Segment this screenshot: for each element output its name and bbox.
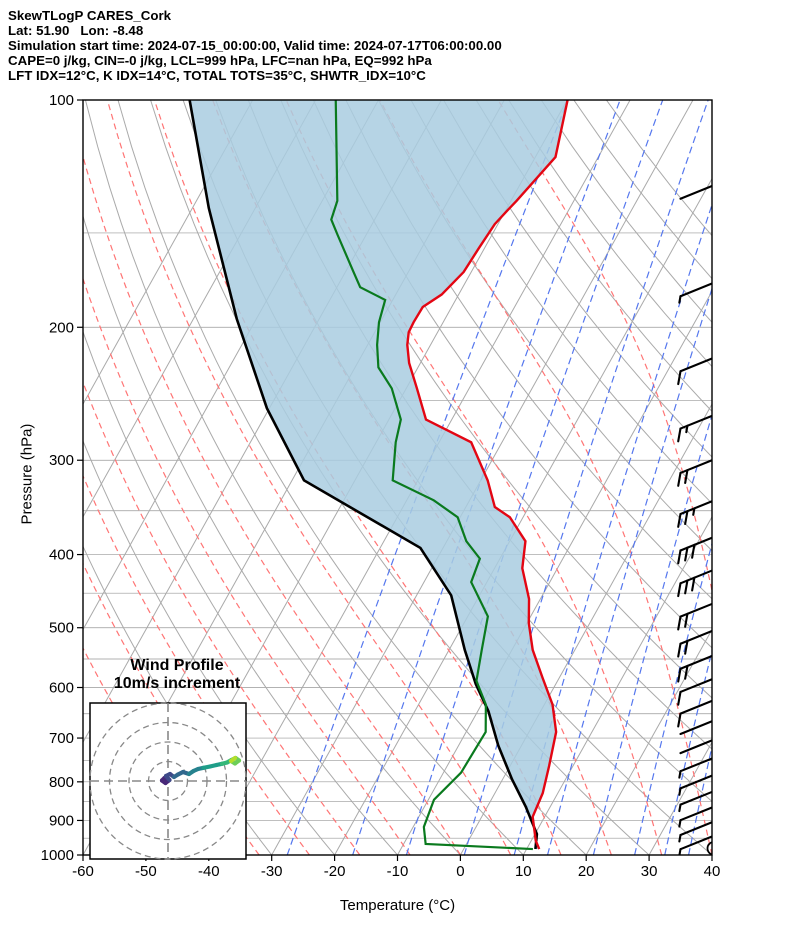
svg-text:-50: -50 (135, 863, 157, 880)
svg-text:900: 900 (49, 812, 74, 829)
svg-text:200: 200 (49, 319, 74, 336)
svg-text:500: 500 (49, 620, 74, 637)
svg-text:300: 300 (49, 452, 74, 469)
svg-text:700: 700 (49, 730, 74, 747)
svg-text:100: 100 (49, 92, 74, 109)
svg-text:-20: -20 (324, 863, 346, 880)
svg-text:400: 400 (49, 547, 74, 564)
svg-text:30: 30 (641, 863, 658, 880)
svg-text:-40: -40 (198, 863, 220, 880)
svg-text:-30: -30 (261, 863, 283, 880)
svg-text:20: 20 (578, 863, 595, 880)
svg-text:1000: 1000 (41, 847, 74, 864)
svg-text:40: 40 (704, 863, 721, 880)
svg-text:-60: -60 (72, 863, 94, 880)
svg-text:600: 600 (49, 680, 74, 697)
svg-text:-10: -10 (387, 863, 409, 880)
svg-text:0: 0 (456, 863, 464, 880)
svg-text:10: 10 (515, 863, 532, 880)
svg-text:800: 800 (49, 774, 74, 791)
